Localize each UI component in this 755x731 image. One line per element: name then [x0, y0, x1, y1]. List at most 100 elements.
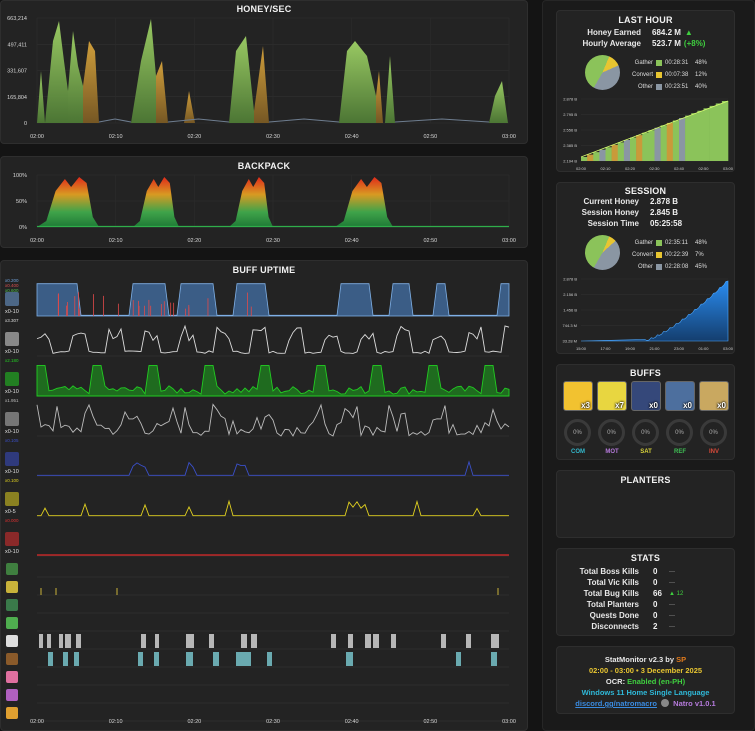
honey-convert-area [184, 91, 195, 123]
discord-link[interactable]: discord.gg/natromacro [575, 699, 657, 708]
buff-ring-value: 0% [675, 429, 684, 436]
buff-uptime-title: BUFF UPTIME [232, 265, 296, 275]
stat-label: Total Boss Kills [579, 566, 639, 576]
bear-uptime-bar [186, 652, 193, 666]
current-honey-label: Current Honey [583, 197, 639, 206]
backpack-fill-area [229, 177, 273, 227]
super-smoothie-icon [6, 689, 18, 701]
honey-gather-area [131, 19, 156, 123]
buff-ring-ref: 0% [666, 419, 693, 446]
ss-x-tick: 01:00 [698, 346, 709, 351]
footer-ocr-label: OCR: [605, 677, 626, 686]
honey-gather-area [229, 36, 254, 123]
lh-honey-bar [623, 139, 631, 161]
honey-x-tick: 02:40 [345, 134, 359, 140]
last_hour-legend-row: Convert 00:07:38 12% [627, 69, 707, 81]
hourly-average-value: 523.7 M [652, 39, 681, 48]
stat-delta: — [669, 612, 675, 619]
buff-ring-label: INV [708, 449, 719, 455]
footer-version: StatMonitor v2.3 by [604, 655, 675, 664]
buff-ring-inv: 0% [700, 419, 727, 446]
stat-delta-up: ▲ 12 [669, 590, 684, 597]
legend-time: 00:22:39 [665, 252, 689, 258]
legend-label: Gather [634, 60, 653, 66]
haste-icon [5, 332, 19, 346]
lh-honey-bar [721, 101, 729, 161]
last_hour-legend-row: Gather 00:28:31 48% [627, 57, 707, 69]
honey-y-tick: 0 [24, 121, 27, 127]
legend-swatch [656, 252, 662, 258]
legend-pct: 12% [695, 72, 708, 78]
honey-x-tick: 02:20 [187, 134, 201, 140]
honey-gather-area [385, 56, 395, 123]
legend-label: Other [637, 84, 653, 90]
melody-uptime-bar [209, 634, 214, 648]
honey-other-line [268, 118, 340, 123]
honey-x-tick: 03:00 [502, 134, 516, 140]
ss-x-tick: 23:00 [674, 346, 685, 351]
guiding-star-icon [6, 671, 18, 683]
bloat-icon [5, 292, 19, 306]
backpack-chart: 100% 50% 0% 02:00 02:10 02:20 02:30 02:40 02:50 0… [13, 173, 516, 244]
honey-x-tick: 02:10 [109, 134, 123, 140]
footer-ocr-line: OCR: Enabled (en-PH) [557, 677, 734, 686]
yellow-boost-icon [5, 492, 19, 506]
buffs-title: BUFFS [630, 368, 661, 378]
lh-honey-bar [660, 125, 668, 161]
buff-row-top: x0.200 [5, 278, 19, 283]
stat-delta: — [669, 601, 675, 608]
buff-row-top: x0.105 [5, 438, 19, 443]
yellow-boost-uptime-line [37, 499, 509, 517]
haste-uptime-line [36, 324, 510, 354]
honey-gather-area [68, 31, 83, 123]
blue-boost-uptime-line [37, 460, 509, 476]
buff-ring-label: COM [571, 449, 585, 455]
buff-ring-value: 0% [607, 429, 616, 436]
legend-label: Convert [631, 252, 653, 258]
lh-x-tick: 02:50 [698, 166, 709, 171]
last-hour-panel: LAST HOUR Honey Earned 684.2 M ▲ Hourly … [556, 10, 735, 172]
honey-gather-area [339, 41, 376, 123]
footer-version-line: StatMonitor v2.3 by SP [557, 655, 734, 664]
stat-value: 0 [653, 599, 658, 609]
lh-honey-bar [587, 154, 594, 161]
legend-time: 00:07:38 [665, 72, 689, 78]
buff-rings: 0% COM 0% MOT 0% SAT 0% REF 0% INV [557, 419, 736, 459]
buff-ring-value: 0% [573, 429, 582, 436]
honey-convert-area [376, 71, 383, 123]
melody-uptime-bar [491, 634, 499, 648]
bloat-uptime-area [36, 283, 510, 317]
lh-honey-bar [685, 115, 692, 161]
planters-panel: PLANTERS [556, 470, 735, 538]
buff-ring-value: 0% [709, 429, 718, 436]
ss-y-tick: 33.28 M [563, 339, 577, 344]
hourly-average-label: Hourly Average [582, 39, 641, 48]
lh-x-tick: 02:00 [576, 166, 587, 171]
clock-buff-icon: x3 [563, 381, 593, 411]
lh-honey-bar [605, 147, 612, 161]
inspire-icon [6, 563, 18, 575]
planters-title: PLANTERS [620, 475, 671, 485]
lh-honey-bar [617, 142, 625, 161]
lh-honey-bar [630, 137, 637, 161]
melody-uptime-bar [65, 634, 71, 648]
backpack-y-tick: 100% [13, 173, 27, 179]
backpack-x-tick: 02:40 [345, 238, 359, 244]
lh-y-tick: 2.385 B [563, 143, 577, 148]
up-arrow-icon: ▲ [684, 28, 693, 37]
lh-honey-bar [666, 122, 674, 161]
footer-author: SP [676, 655, 687, 664]
buff-x-tick: 02:20 [187, 719, 201, 725]
honey-x-tick: 02:50 [423, 134, 437, 140]
melody-uptime-bar [186, 634, 194, 648]
buff-x-tick: 02:30 [266, 719, 280, 725]
stats-row: Quests Done 0 — [557, 610, 736, 621]
buff-x-tick: 02:50 [423, 719, 437, 725]
stat-value: 0 [653, 610, 658, 620]
stat-delta: — [669, 568, 675, 575]
lh-y-tick: 2.194 B [563, 159, 577, 164]
legend-swatch [656, 72, 662, 78]
session-legend: Gather 02:35:11 48% Convert 00:22:39 7% Other 0… [627, 237, 707, 273]
stat-label: Total Planters [586, 599, 639, 609]
